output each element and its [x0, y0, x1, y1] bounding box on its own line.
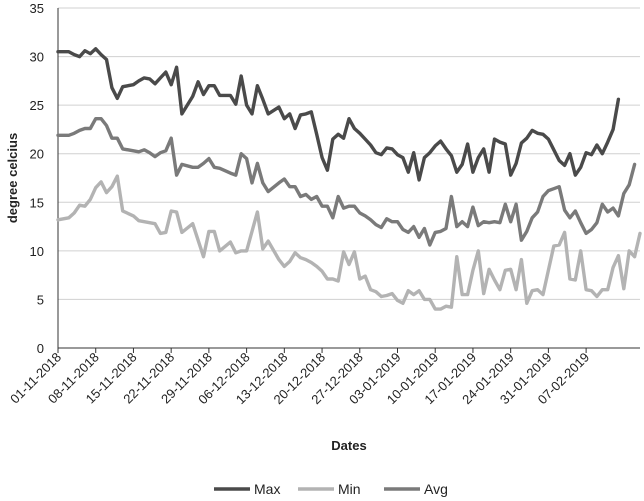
legend: Max Min Avg — [214, 481, 448, 497]
series-line-avg — [56, 117, 637, 247]
series-line-max — [56, 47, 621, 182]
y-tick-labels: 0 5 10 15 20 25 30 35 — [30, 1, 44, 356]
y-tick-label: 10 — [30, 244, 44, 259]
legend-label-max: Max — [254, 481, 280, 497]
y-tick-label: 30 — [30, 50, 44, 65]
y-tick-label: 25 — [30, 98, 44, 113]
x-axis-title: Dates — [331, 438, 366, 453]
y-tick-label: 15 — [30, 195, 44, 210]
axes — [57, 8, 640, 349]
y-tick-label: 35 — [30, 1, 44, 16]
y-tick-label: 0 — [37, 341, 44, 356]
y-tick-label: 20 — [30, 147, 44, 162]
series-line-min — [56, 174, 642, 311]
y-axis-title: degree celcius — [5, 133, 20, 223]
legend-label-avg: Avg — [424, 481, 448, 497]
gridlines — [58, 7, 640, 300]
y-tick-label: 5 — [37, 292, 44, 307]
series-lines — [56, 47, 642, 311]
x-tick-labels: 01-11-201808-11-201815-11-201822-11-2018… — [7, 348, 592, 407]
legend-label-min: Min — [338, 481, 361, 497]
